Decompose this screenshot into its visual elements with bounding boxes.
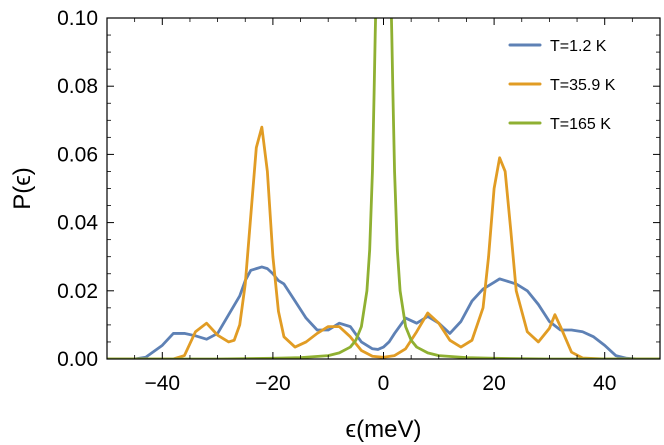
legend-label: T=165 K (550, 116, 611, 133)
series-line-3 (107, 18, 660, 359)
y-tick-label: 0.04 (57, 212, 98, 235)
y-tick-label: 0.02 (57, 280, 98, 303)
y-axis-ticks: 0.00 0.02 0.04 0.06 0.08 0.10 (57, 7, 660, 371)
x-tick-label: 40 (593, 372, 616, 395)
series-layer (107, 18, 660, 359)
legend: T=1.2 K T=35.9 K T=165 K (508, 38, 616, 133)
x-tick-label: 0 (378, 372, 390, 395)
x-axis-label: ϵ(meV) (346, 416, 422, 443)
x-axis-ticks: −40 −20 0 20 40 (106, 18, 661, 395)
y-axis-label: P(ϵ) (9, 167, 36, 210)
y-tick-label: 0.06 (57, 143, 98, 166)
y-tick-label: 0.00 (57, 348, 98, 371)
series-line-1 (107, 265, 660, 359)
plot-frame (106, 17, 661, 360)
y-tick-label: 0.10 (57, 7, 98, 30)
series-line-2 (107, 125, 660, 359)
x-tick-label: −20 (255, 372, 291, 395)
legend-label: T=1.2 K (550, 38, 607, 55)
x-tick-label: 20 (482, 372, 505, 395)
x-tick-label: −40 (144, 372, 180, 395)
y-tick-label: 0.08 (57, 75, 98, 98)
legend-label: T=35.9 K (550, 77, 616, 94)
